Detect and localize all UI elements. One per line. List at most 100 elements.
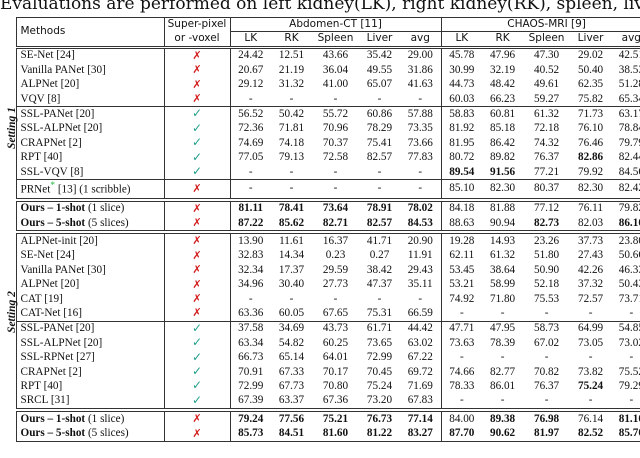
method-label: SRCL [31] [20, 394, 70, 407]
abd-value: - [312, 92, 359, 108]
method-label: PRNet [20, 184, 51, 197]
abd-value: 54.82 [278, 336, 305, 349]
abd-value: 78.02 [400, 200, 442, 217]
abd-value: 76.73 [359, 411, 400, 427]
method-label: SSL-ALPNet [20] [20, 122, 103, 135]
method-label: SSL-RPNet [27] [20, 351, 95, 364]
chaos-value: 47.71 [441, 320, 483, 337]
chaos-value: 19.28 [441, 233, 483, 249]
abd-value: 77.83 [400, 150, 442, 166]
chaos-value: 86.10 [611, 216, 640, 232]
method-label: Ours – 5-shot [20, 216, 86, 229]
abd-value: 0.23 [325, 249, 346, 262]
abd-col-lk: LK [230, 31, 271, 48]
chaos-value: 85.70 [611, 426, 640, 443]
check-icon: ✓ [191, 120, 203, 135]
abd-value: 35.11 [400, 277, 442, 293]
abd-value: 73.66 [400, 136, 442, 151]
chaos-value: 75.82 [570, 92, 612, 108]
method-label: SSL-PANet [20] [20, 107, 95, 120]
chaos-value: 67.02 [533, 336, 560, 349]
abd-value: 43.73 [312, 320, 359, 337]
abd-value: 67.65 [312, 306, 359, 322]
method-name: CRAPNet [2] [15, 365, 165, 380]
table-row: ALPNet [20] ✗ 34.96 30.40 27.73 47.37 35.11 53.… [2, 277, 640, 293]
chaos-value: 62.11 [449, 249, 475, 262]
abd-value: 70.45 [366, 365, 393, 378]
cross-icon: ✗ [192, 277, 202, 291]
method-name: PRNet* [13] (1 scribble) [15, 179, 165, 199]
abd-value: 49.55 [366, 63, 393, 76]
chaos-value: 14.93 [482, 233, 524, 249]
check-icon: ✓ [191, 349, 203, 364]
chaos-value: 50.40 [577, 63, 604, 76]
chaos-value: 82.30 [570, 179, 612, 199]
abd-value: 27.73 [322, 278, 349, 291]
abd-value: - [271, 179, 312, 199]
chaos-value: - [500, 351, 505, 364]
method-label: RPT [40] [20, 151, 63, 164]
chaos-value: 90.94 [482, 216, 524, 232]
abd-value: 67.36 [312, 393, 359, 410]
method-name: ALPNet-init [20] [15, 233, 165, 249]
abd-value: 66.59 [400, 306, 442, 322]
chaos-value: - [441, 393, 483, 410]
abd-value: 12.51 [271, 45, 312, 64]
abd-value: 64.01 [322, 351, 349, 364]
method-note: (1 slice) [85, 202, 125, 215]
abd-value: 32.34 [238, 263, 264, 276]
abd-value: 29.59 [322, 263, 349, 276]
method-name: SSL-RPNet [27] [15, 350, 165, 366]
abd-value: 34.96 [238, 278, 264, 291]
abdomen-ct-header: Abdomen-CT [11] [230, 16, 442, 32]
check-icon: ✓ [191, 135, 203, 150]
chaos-value: 77.12 [523, 200, 571, 217]
chaos-value: 38.53 [611, 63, 640, 78]
chaos-value: 82.77 [489, 365, 516, 378]
abd-value: 66.73 [238, 351, 264, 364]
abd-value: 61.71 [359, 320, 400, 337]
abd-value: 85.73 [230, 426, 271, 443]
chaos-value: 61.32 [489, 249, 516, 262]
abd-value: 63.02 [400, 336, 442, 351]
abd-value: 63.37 [271, 393, 312, 410]
table-row: Ours – 5-shot (5 slices) ✗ 87.22 85.62 82.71… [2, 216, 640, 232]
superpixel-cell: ✓ [164, 379, 231, 394]
abd-value: 78.91 [359, 200, 400, 217]
chaos-value: 60.03 [441, 92, 483, 108]
abd-value: 37.58 [230, 320, 271, 337]
abd-value: 29.00 [400, 45, 442, 64]
chaos-value: 76.37 [533, 151, 560, 164]
superpixel-cell: ✗ [164, 411, 231, 427]
chaos-value: 84.18 [441, 200, 483, 217]
chaos-value: 76.10 [577, 122, 604, 135]
chaos-value: 82.73 [523, 216, 571, 232]
chaos-value: - [459, 351, 464, 364]
abd-value: 69.72 [400, 365, 442, 380]
superpixel-cell: ✗ [164, 263, 231, 278]
chaos-value: 58.83 [441, 106, 483, 122]
chaos-value: 47.30 [523, 45, 571, 64]
method-name: Ours – 1-shot (1 slice) [15, 411, 165, 427]
abd-value: 11.91 [400, 248, 442, 264]
superpixel-cell: ✗ [164, 233, 231, 249]
abd-value: 65.07 [366, 78, 393, 91]
chaos-value: 90.62 [482, 426, 524, 443]
chaos-col-lk: LK [441, 31, 483, 48]
method-label: ALPNet-init [20] [20, 234, 98, 247]
table-row: SRCL [31] ✓ 67.39 63.37 67.36 73.20 67.83- - - - - [2, 393, 640, 410]
check-icon: ✓ [191, 364, 203, 379]
chaos-value: 75.52 [611, 365, 640, 380]
chaos-value: 85.10 [441, 179, 483, 199]
chaos-value: 89.82 [489, 151, 516, 164]
chaos-value: 75.24 [577, 379, 604, 392]
chaos-value: 87.70 [441, 426, 483, 443]
chaos-value: 79.79 [611, 136, 640, 151]
table-row: SE-Net [24] ✗ 24.42 12.51 43.66 35.42 29.00 45.… [2, 45, 640, 64]
chaos-value: - [611, 306, 640, 322]
abd-value: 65.14 [278, 351, 305, 364]
abd-value: - [377, 292, 382, 305]
cross-icon: ✗ [192, 48, 202, 62]
method-name: VQV [8] [15, 92, 165, 108]
chaos-value: 73.82 [577, 365, 604, 378]
